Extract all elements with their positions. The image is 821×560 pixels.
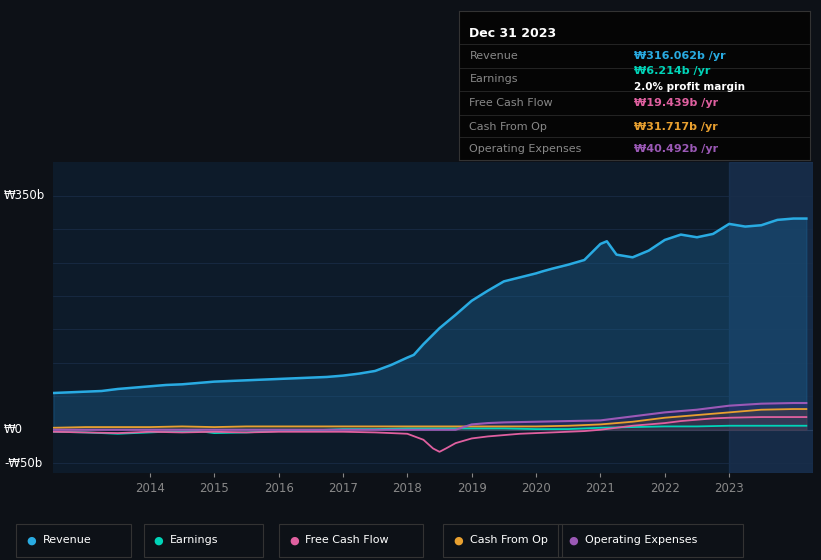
Text: Earnings: Earnings [470, 74, 518, 85]
Text: ₩31.717b /yr: ₩31.717b /yr [635, 122, 718, 132]
Text: Operating Expenses: Operating Expenses [585, 535, 697, 545]
Text: ₩0: ₩0 [4, 423, 23, 436]
Text: Revenue: Revenue [43, 535, 91, 545]
Text: ₩6.214b /yr: ₩6.214b /yr [635, 66, 711, 76]
Text: ₩19.439b /yr: ₩19.439b /yr [635, 98, 718, 108]
Text: ●: ● [453, 535, 463, 545]
Text: Earnings: Earnings [170, 535, 218, 545]
Text: Cash From Op: Cash From Op [470, 122, 548, 132]
Text: ●: ● [26, 535, 36, 545]
Bar [729, 162, 813, 473]
Text: ●: ● [154, 535, 163, 545]
Text: Operating Expenses: Operating Expenses [470, 144, 582, 154]
Text: 2.0% profit margin: 2.0% profit margin [635, 82, 745, 92]
Text: -₩50b: -₩50b [4, 456, 43, 470]
Text: Cash From Op: Cash From Op [470, 535, 548, 545]
Text: ₩316.062b /yr: ₩316.062b /yr [635, 51, 726, 60]
Text: Dec 31 2023: Dec 31 2023 [470, 27, 557, 40]
Text: Free Cash Flow: Free Cash Flow [305, 535, 389, 545]
Text: Free Cash Flow: Free Cash Flow [470, 98, 553, 108]
Text: ●: ● [289, 535, 299, 545]
Text: ●: ● [568, 535, 578, 545]
Text: ₩40.492b /yr: ₩40.492b /yr [635, 144, 718, 154]
Text: ₩350b: ₩350b [4, 189, 45, 202]
Text: Revenue: Revenue [470, 51, 518, 60]
